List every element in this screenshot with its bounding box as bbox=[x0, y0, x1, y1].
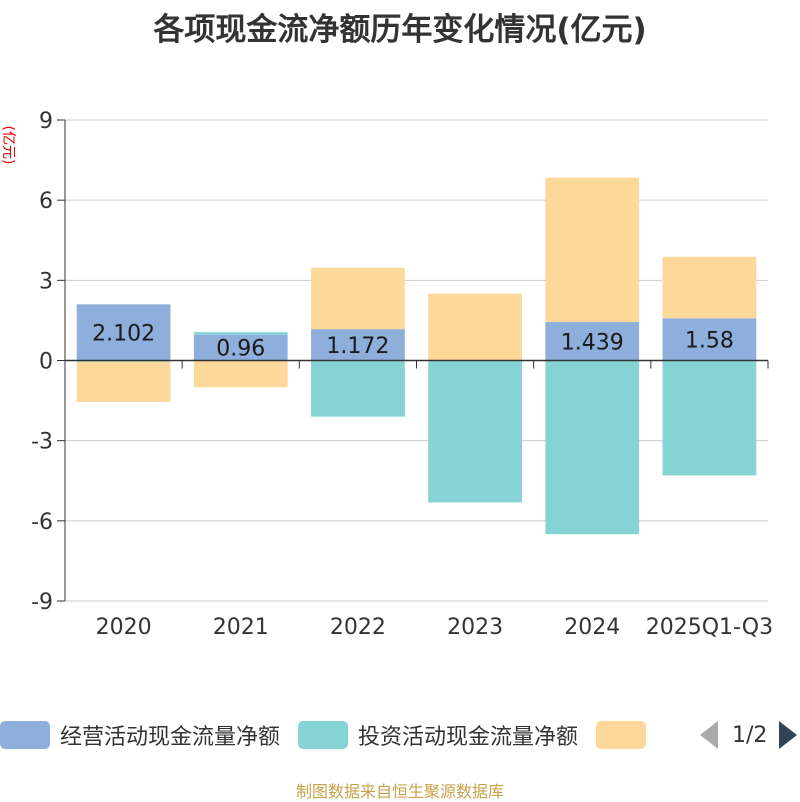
legend-pager: 1/2 bbox=[700, 717, 797, 753]
bar-series-2-2022 bbox=[311, 268, 405, 329]
legend-item-operating[interactable]: 经营活动现金流量净额 bbox=[0, 719, 280, 751]
legend-label-operating: 经营活动现金流量净额 bbox=[60, 719, 280, 751]
data-label: 1.172 bbox=[326, 334, 389, 359]
legend: 经营活动现金流量净额 投资活动现金流量净额 bbox=[0, 717, 674, 753]
legend-swatch-operating bbox=[0, 721, 50, 749]
bar-series-1-2023 bbox=[428, 361, 522, 503]
x-tick-label: 2025Q1-Q3 bbox=[646, 615, 773, 640]
x-tick-label: 2023 bbox=[447, 615, 503, 640]
x-tick-label: 2021 bbox=[213, 615, 269, 640]
y-axis-title: (亿元) bbox=[0, 126, 16, 165]
data-label: 0.96 bbox=[216, 337, 265, 362]
data-label: 1.58 bbox=[685, 328, 734, 353]
y-tick-label: 6 bbox=[39, 189, 53, 214]
next-page-icon[interactable] bbox=[779, 721, 797, 749]
y-tick-label: 3 bbox=[39, 269, 53, 294]
y-tick-label: 9 bbox=[39, 109, 53, 134]
bar-series-2-2024 bbox=[545, 178, 639, 322]
bar-chart: 9 6 3 0 -3 -6 -9 (亿元) 2020 2021 2022 2023 2024 2025Q1… bbox=[0, 0, 800, 700]
legend-swatch-investing bbox=[298, 721, 348, 749]
prev-page-icon[interactable] bbox=[700, 721, 718, 749]
legend-label-investing: 投资活动现金流量净额 bbox=[358, 719, 578, 751]
bar-series-1-2022 bbox=[311, 361, 405, 417]
x-tick-label: 2020 bbox=[96, 615, 152, 640]
legend-item-investing[interactable]: 投资活动现金流量净额 bbox=[298, 719, 578, 751]
y-tick-label: -6 bbox=[31, 510, 53, 535]
y-tick-label: -3 bbox=[31, 430, 53, 455]
bar-series-2-2021 bbox=[194, 361, 288, 388]
x-tick-label: 2024 bbox=[564, 615, 620, 640]
bar-series-1-2025Q1-Q3 bbox=[663, 361, 757, 476]
bar-series-2-2023 bbox=[428, 294, 522, 361]
legend-swatch-financing bbox=[596, 721, 646, 749]
bar-series-2-2025Q1-Q3 bbox=[663, 257, 757, 318]
legend-item-financing[interactable] bbox=[596, 721, 656, 749]
data-label: 1.439 bbox=[561, 330, 624, 355]
bar-series-2-2020 bbox=[77, 362, 171, 402]
source-footer: 制图数据来自恒生聚源数据库 bbox=[0, 778, 800, 802]
legend-page-indicator: 1/2 bbox=[732, 723, 767, 748]
data-label: 2.102 bbox=[92, 321, 155, 346]
x-tick-label: 2022 bbox=[330, 615, 386, 640]
y-tick-label: -9 bbox=[31, 590, 53, 615]
bar-series-1-2021 bbox=[194, 332, 288, 335]
bar-series-1-2024 bbox=[545, 361, 639, 535]
y-tick-label: 0 bbox=[39, 350, 53, 375]
